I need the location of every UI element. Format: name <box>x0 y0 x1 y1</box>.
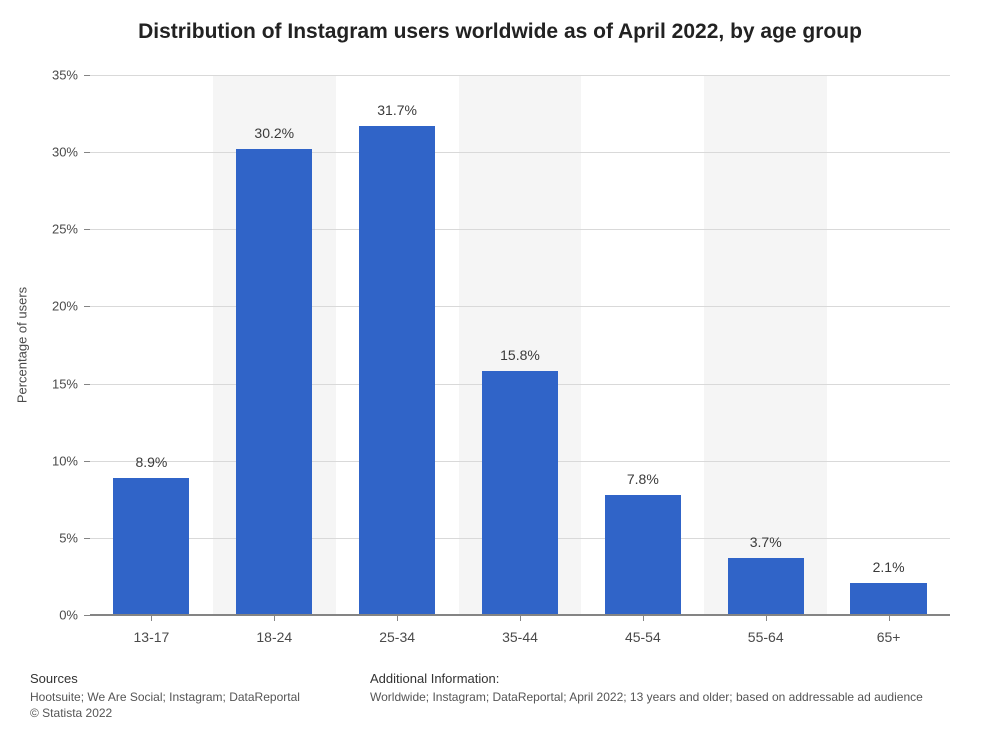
y-tick-label: 15% <box>52 376 78 391</box>
chart-footer: Sources Hootsuite; We Are Social; Instag… <box>30 671 970 721</box>
footer-info-title: Additional Information: <box>370 671 970 686</box>
y-tick-label: 0% <box>59 608 78 623</box>
bar-value-label: 15.8% <box>500 347 540 363</box>
x-tick-label: 35-44 <box>502 629 538 645</box>
bar: 8.9% <box>113 478 189 615</box>
bar: 3.7% <box>728 558 804 615</box>
footer-info-line: Worldwide; Instagram; DataReportal; Apri… <box>370 689 970 705</box>
chart-title: Distribution of Instagram users worldwid… <box>0 20 1000 44</box>
x-tick-label: 25-34 <box>379 629 415 645</box>
y-tick-label: 5% <box>59 530 78 545</box>
x-tick-label: 55-64 <box>748 629 784 645</box>
y-tick-label: 25% <box>52 222 78 237</box>
bar: 31.7% <box>359 126 435 615</box>
footer-sources-line2: © Statista 2022 <box>30 705 310 721</box>
bar-value-label: 7.8% <box>627 471 659 487</box>
y-tick-label: 10% <box>52 453 78 468</box>
bar: 7.8% <box>605 495 681 615</box>
bar-value-label: 3.7% <box>750 534 782 550</box>
footer-sources-line1: Hootsuite; We Are Social; Instagram; Dat… <box>30 689 310 705</box>
y-axis-label: Percentage of users <box>15 287 30 403</box>
bar: 2.1% <box>850 583 926 615</box>
y-tick-label: 20% <box>52 299 78 314</box>
bar: 30.2% <box>236 149 312 615</box>
footer-sources-title: Sources <box>30 671 310 686</box>
plot-area: Percentage of users 0%5%10%15%20%25%30%3… <box>90 75 950 615</box>
x-tick-label: 45-54 <box>625 629 661 645</box>
chart-container: Distribution of Instagram users worldwid… <box>0 0 1000 743</box>
bar: 15.8% <box>482 371 558 615</box>
x-axis-line <box>90 614 950 616</box>
x-tick-label: 13-17 <box>134 629 170 645</box>
x-tick-label: 18-24 <box>256 629 292 645</box>
bar-value-label: 31.7% <box>377 102 417 118</box>
bar-value-label: 2.1% <box>873 559 905 575</box>
y-tick-label: 35% <box>52 68 78 83</box>
bars-group: 8.9% 30.2% 31.7% 15.8% 7.8% 3.7% 2.1% <box>90 75 950 615</box>
footer-sources: Sources Hootsuite; We Are Social; Instag… <box>30 671 310 721</box>
y-tick-label: 30% <box>52 145 78 160</box>
footer-info: Additional Information: Worldwide; Insta… <box>370 671 970 721</box>
x-tick-label: 65+ <box>877 629 901 645</box>
bar-value-label: 30.2% <box>254 125 294 141</box>
bar-value-label: 8.9% <box>135 454 167 470</box>
